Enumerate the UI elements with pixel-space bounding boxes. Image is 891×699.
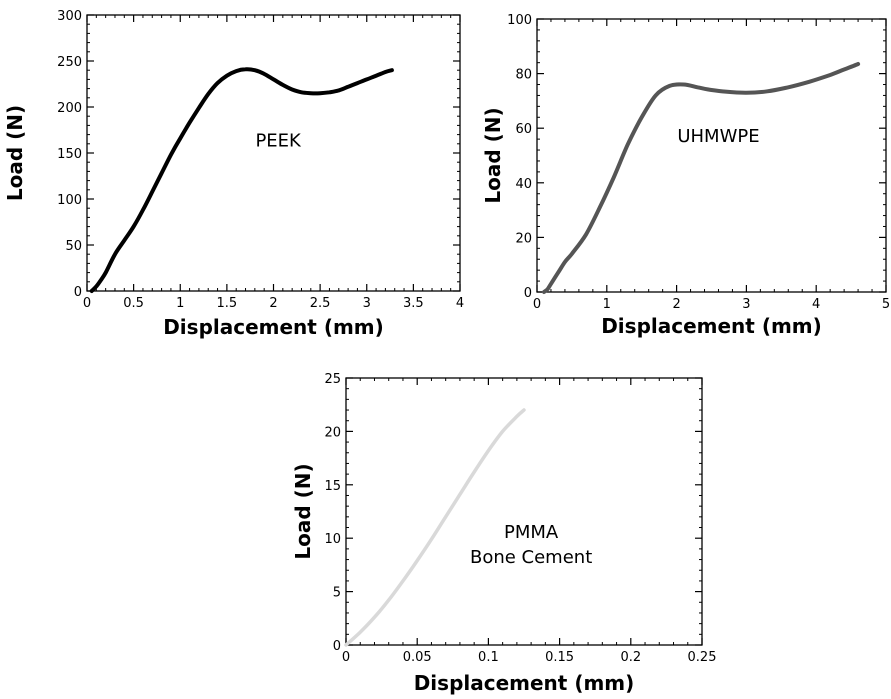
chart-1-x-tick-label: 4 <box>456 296 464 311</box>
chart-1-x-tick-label: 0.5 <box>123 296 144 311</box>
chart-1-y-tick-label: 50 <box>65 239 82 254</box>
chart-3-x-tick-label: 0.15 <box>545 650 574 665</box>
chart-1-annotation: PEEK <box>255 131 302 152</box>
chart-3-y-tick-label: 5 <box>333 586 341 601</box>
chart-2-annotation: UHMWPE <box>677 126 759 147</box>
chart-3-x-tick-label: 0.1 <box>478 650 499 665</box>
chart-2-x-tick-label: 0 <box>533 297 541 312</box>
chart-1-x-tick-label: 3 <box>363 296 371 311</box>
chart-3-y-axis-label: Load (N) <box>291 463 315 559</box>
chart-1-y-tick-label: 100 <box>57 193 82 208</box>
chart-3-x-tick-label: 0.25 <box>688 650 717 665</box>
chart-1-frame <box>86 14 461 292</box>
chart-2-y-axis-label: Load (N) <box>481 107 505 203</box>
chart-2-y-tick-label: 20 <box>515 231 532 246</box>
chart-2-y-tick-label: 100 <box>507 13 532 28</box>
chart-2-y-tick-label: 0 <box>524 286 532 301</box>
chart-1-y-tick-label: 250 <box>57 55 82 70</box>
chart-3-frame <box>345 377 703 646</box>
chart-1-x-tick-label: 0 <box>83 296 91 311</box>
chart-3-x-tick-label: 0.05 <box>403 650 432 665</box>
chart-1-series-line <box>89 67 394 293</box>
chart-1-x-tick-label: 3.5 <box>403 296 424 311</box>
chart-3-y-tick-label: 0 <box>333 639 341 654</box>
chart-2-y-tick-label: 60 <box>515 122 532 137</box>
chart-1-y-tick-label: 0 <box>74 285 82 300</box>
chart-2-y-tick-label: 80 <box>515 68 532 83</box>
chart-1-x-tick-label: 1.5 <box>217 296 238 311</box>
chart-2-x-tick-label: 1 <box>603 297 611 312</box>
chart-2-x-tick-label: 3 <box>742 297 750 312</box>
chart-1-y-tick-label: 200 <box>57 101 82 116</box>
chart-1-x-tick-label: 1 <box>176 296 184 311</box>
chart-1-x-axis-label: Displacement (mm) <box>163 315 384 339</box>
chart-1-x-tick-label: 2 <box>269 296 277 311</box>
chart-1-y-axis-label: Load (N) <box>3 105 27 201</box>
chart-3-x-axis-label: Displacement (mm) <box>414 671 635 695</box>
chart-3-y-tick-label: 10 <box>324 532 341 547</box>
chart-1: 0 0.5 1 1.5 2 2.5 3 3.5 4 0 50 100 150 200 250 300 PEEK D… <box>3 9 464 339</box>
chart-2-x-tick-label: 5 <box>882 297 890 312</box>
chart-3-y-tick-label: 25 <box>324 372 341 387</box>
chart-3-x-tick-label: 0 <box>342 650 350 665</box>
chart-2-frame <box>536 18 887 293</box>
chart-3: 0 0.05 0.1 0.15 0.2 0.25 0 5 10 15 20 25 PMMA Bone Ce… <box>291 372 716 695</box>
chart-3-series-line <box>344 408 526 647</box>
chart-2-series-line <box>542 62 861 294</box>
chart-2-x-tick-label: 2 <box>672 297 680 312</box>
chart-1-y-tick-label: 150 <box>57 147 82 162</box>
chart-1-x-tick-label: 2.5 <box>310 296 331 311</box>
chart-3-annotation: PMMA <box>504 522 559 543</box>
chart-3-annotation: Bone Cement <box>470 547 592 568</box>
chart-2: 0 1 2 3 4 5 0 20 40 60 80 100 UHMWPE Displacement (mm… <box>481 13 890 338</box>
chart-2-y-tick-label: 40 <box>515 177 532 192</box>
chart-3-x-tick-label: 0.2 <box>620 650 641 665</box>
chart-3-y-tick-label: 15 <box>324 479 341 494</box>
chart-3-y-tick-label: 20 <box>324 425 341 440</box>
chart-2-x-tick-label: 4 <box>812 297 820 312</box>
chart-2-x-axis-label: Displacement (mm) <box>601 314 822 338</box>
chart-1-y-tick-label: 300 <box>57 9 82 24</box>
